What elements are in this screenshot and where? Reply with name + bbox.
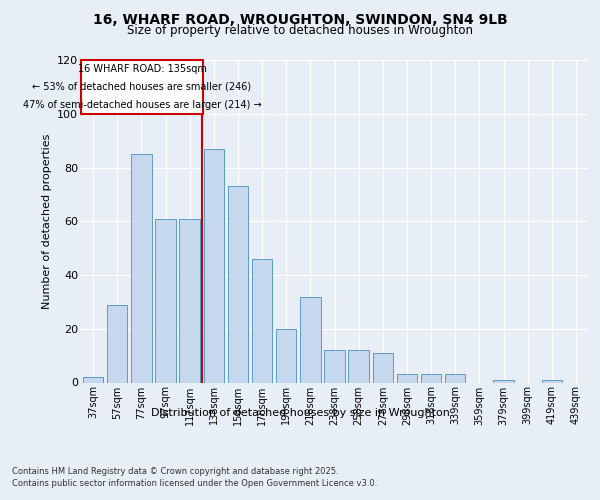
Bar — [203, 148, 224, 382]
Bar — [542, 380, 562, 382]
Bar — [227, 186, 248, 382]
Bar — [252, 259, 272, 382]
Bar — [276, 329, 296, 382]
Bar — [131, 154, 152, 382]
Y-axis label: Number of detached properties: Number of detached properties — [41, 134, 52, 309]
Text: 16 WHARF ROAD: 135sqm: 16 WHARF ROAD: 135sqm — [77, 64, 206, 74]
Text: Contains HM Land Registry data © Crown copyright and database right 2025.: Contains HM Land Registry data © Crown c… — [12, 468, 338, 476]
Bar — [373, 353, 393, 382]
Bar — [397, 374, 417, 382]
Bar — [421, 374, 442, 382]
Bar — [493, 380, 514, 382]
Text: ← 53% of detached houses are smaller (246): ← 53% of detached houses are smaller (24… — [32, 82, 251, 92]
Text: 16, WHARF ROAD, WROUGHTON, SWINDON, SN4 9LB: 16, WHARF ROAD, WROUGHTON, SWINDON, SN4 … — [92, 12, 508, 26]
Bar — [300, 296, 320, 382]
Text: 47% of semi-detached houses are larger (214) →: 47% of semi-detached houses are larger (… — [23, 100, 261, 110]
Bar — [445, 374, 466, 382]
Bar — [349, 350, 369, 382]
Bar — [155, 218, 176, 382]
Text: Size of property relative to detached houses in Wroughton: Size of property relative to detached ho… — [127, 24, 473, 37]
Text: Distribution of detached houses by size in Wroughton: Distribution of detached houses by size … — [151, 408, 449, 418]
FancyBboxPatch shape — [81, 60, 203, 114]
Bar — [179, 218, 200, 382]
Bar — [107, 304, 127, 382]
Bar — [324, 350, 345, 382]
Text: Contains public sector information licensed under the Open Government Licence v3: Contains public sector information licen… — [12, 479, 377, 488]
Bar — [83, 377, 103, 382]
